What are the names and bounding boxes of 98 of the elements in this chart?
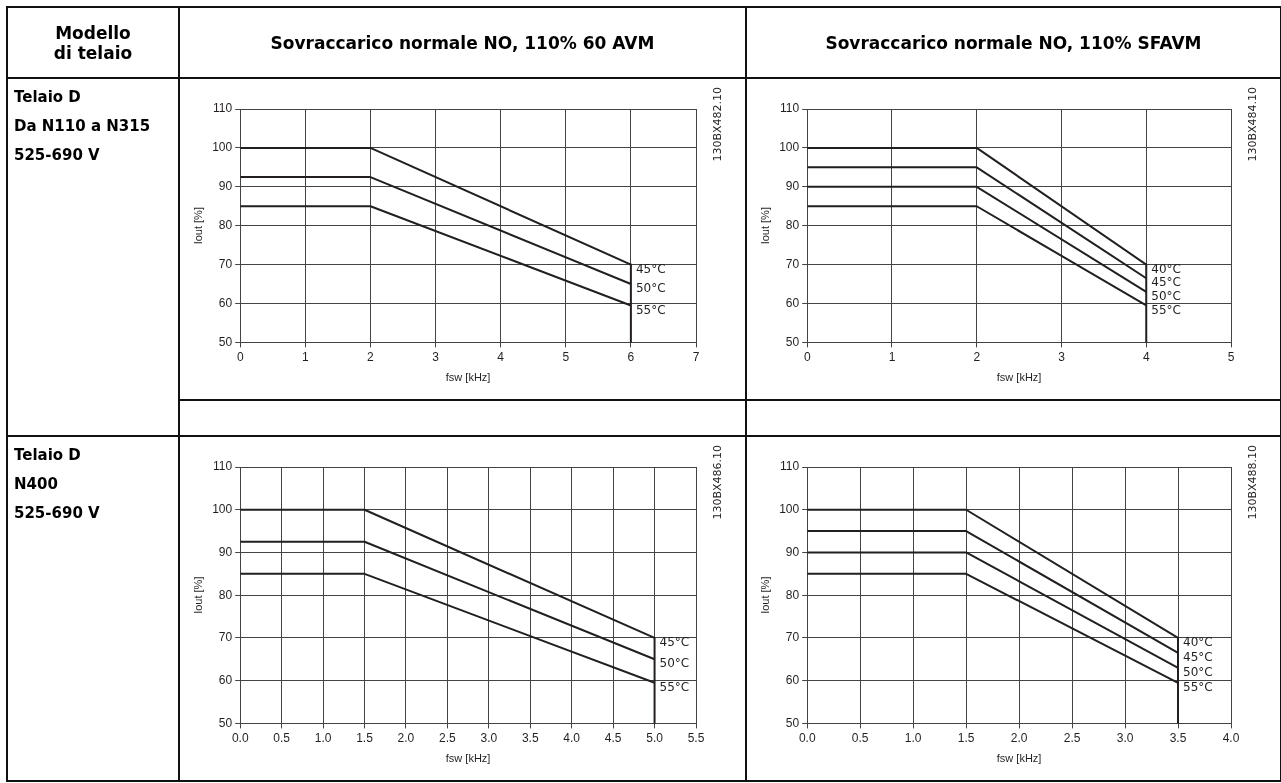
y-tick-label: 50: [785, 715, 800, 730]
series-label: 45°C: [1151, 275, 1181, 290]
x-tick-label: 3: [432, 349, 440, 364]
x-tick-label: 1.0: [904, 730, 922, 745]
y-tick-label: 70: [218, 256, 233, 271]
x-tick-label: 5.0: [646, 730, 664, 745]
y-tick-label: 70: [218, 630, 233, 645]
series-label: 45°C: [659, 635, 690, 650]
x-tick-label: 1: [301, 349, 309, 364]
series-label: 50°C: [1151, 288, 1181, 303]
x-tick-label: 2.0: [1010, 730, 1028, 745]
y-tick-label: 50: [785, 334, 800, 349]
y-tick-label: 90: [218, 544, 233, 559]
x-tick-label: 3.5: [1169, 730, 1187, 745]
text: Modello di telaio: [52, 22, 134, 63]
y-tick-label: 70: [785, 630, 800, 645]
x-axis-title: fsw [kHz]: [996, 752, 1042, 765]
y-tick-label: 60: [785, 672, 800, 687]
y-tick-label: 110: [780, 101, 800, 116]
y-tick-label: 60: [218, 672, 233, 687]
y-tick-label: 110: [213, 459, 233, 474]
series-label: 50°C: [659, 656, 690, 671]
x-tick-label: 7: [692, 349, 700, 364]
text: Telaio D: [14, 445, 82, 466]
series-label: 55°C: [1183, 679, 1213, 694]
x-tick-label: 2: [367, 349, 375, 364]
y-tick-label: 80: [218, 587, 233, 602]
y-tick-label: 60: [785, 295, 800, 310]
y-tick-label: 100: [212, 502, 233, 517]
x-tick-label: 1: [888, 349, 896, 364]
x-tick-label: 3: [1058, 349, 1066, 364]
series-label: 55°C: [1151, 302, 1181, 317]
y-axis-title: Iout [%]: [191, 207, 204, 245]
x-tick-label: 4: [1142, 349, 1150, 364]
y-tick-label: 110: [213, 101, 233, 116]
series-label: 55°C: [659, 679, 690, 694]
y-tick-label: 50: [218, 334, 233, 349]
series-label: 45°C: [635, 261, 666, 276]
x-tick-label: 0: [803, 349, 811, 364]
x-tick-label: 2.5: [1063, 730, 1081, 745]
x-tick-label: 4: [497, 349, 505, 364]
x-tick-label: 1.5: [957, 730, 975, 745]
y-tick-label: 60: [218, 295, 233, 310]
x-tick-label: 0.5: [851, 730, 869, 745]
y-tick-label: 80: [218, 218, 233, 233]
x-tick-label: 2: [973, 349, 981, 364]
x-axis-title: fsw [kHz]: [996, 371, 1042, 384]
y-axis-title: Iout [%]: [191, 576, 204, 614]
y-tick-label: 100: [779, 502, 800, 517]
x-tick-label: 4.0: [563, 730, 581, 745]
y-tick-label: 70: [785, 256, 800, 271]
x-tick-label: 3.0: [1116, 730, 1134, 745]
x-tick-label: 5.5: [687, 730, 705, 745]
x-tick-label: 2.5: [439, 730, 457, 745]
text: Sovraccarico normale NO, 110% SFAVM: [824, 32, 1203, 53]
series-label: 45°C: [1183, 650, 1213, 665]
x-tick-label: 4.0: [1222, 730, 1240, 745]
x-tick-label: 0.0: [231, 730, 249, 745]
y-tick-label: 110: [780, 459, 800, 474]
text: 130BX488.10: [1245, 445, 1259, 520]
text: 525-690 V: [14, 503, 101, 524]
x-tick-label: 5: [1227, 349, 1235, 364]
x-axis-title: fsw [kHz]: [445, 752, 491, 765]
text: Da N110 a N315: [14, 116, 152, 137]
text: 130BX484.10: [1245, 87, 1259, 162]
series-label: 50°C: [635, 281, 666, 296]
x-tick-label: 2.0: [397, 730, 415, 745]
x-tick-label: 3.0: [480, 730, 498, 745]
text: N400: [14, 474, 59, 495]
x-tick-label: 0.5: [273, 730, 291, 745]
y-tick-label: 80: [785, 218, 800, 233]
text: 130BX486.10: [710, 445, 724, 520]
y-tick-label: 100: [212, 140, 233, 155]
y-tick-label: 80: [785, 587, 800, 602]
x-tick-label: 0: [236, 349, 244, 364]
x-tick-label: 5: [562, 349, 570, 364]
text: 525-690 V: [14, 145, 101, 166]
series-label: 55°C: [635, 302, 666, 317]
y-tick-label: 100: [779, 140, 800, 155]
x-tick-label: 6: [627, 349, 635, 364]
y-tick-label: 90: [785, 544, 800, 559]
y-axis-title: Iout [%]: [758, 576, 771, 614]
text: 130BX482.10: [710, 87, 724, 162]
series-label: 50°C: [1183, 664, 1213, 679]
x-tick-label: 0.0: [798, 730, 816, 745]
x-tick-label: 3.5: [521, 730, 539, 745]
x-tick-label: 4.5: [604, 730, 622, 745]
series-label: 40°C: [1183, 635, 1213, 650]
y-tick-label: 50: [218, 715, 233, 730]
series-label: 40°C: [1151, 261, 1181, 276]
text: Sovraccarico normale NO, 110% 60 AVM: [269, 32, 656, 53]
y-axis-title: Iout [%]: [758, 207, 771, 245]
x-tick-label: 1.0: [314, 730, 332, 745]
x-axis-title: fsw [kHz]: [445, 371, 491, 384]
y-tick-label: 90: [218, 179, 233, 194]
x-tick-label: 1.5: [356, 730, 374, 745]
y-tick-label: 90: [785, 179, 800, 194]
text: Telaio D: [14, 87, 82, 108]
